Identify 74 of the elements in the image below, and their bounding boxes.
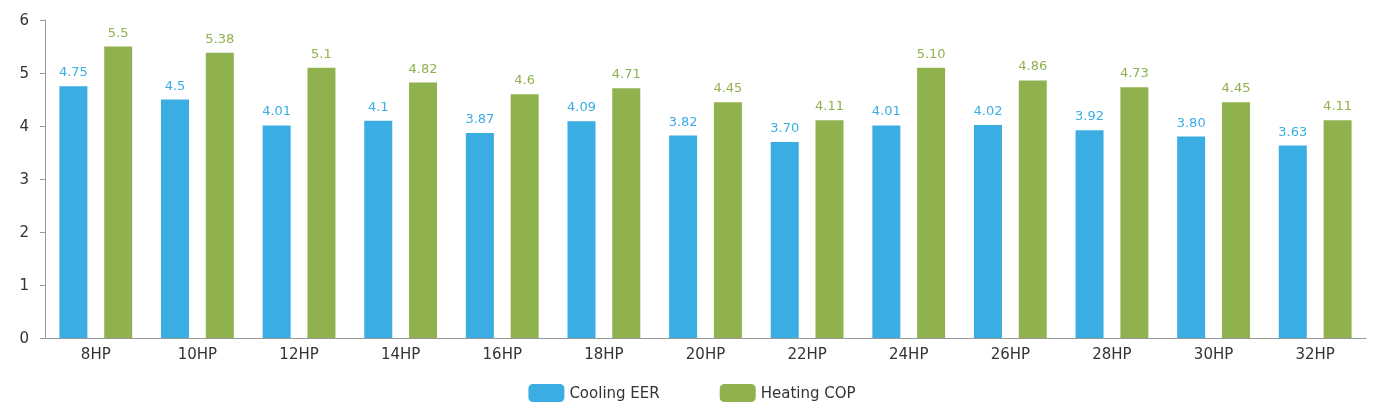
bar	[465, 132, 494, 338]
data-label: 4.86	[1018, 58, 1048, 74]
bar	[59, 86, 88, 338]
x-tick-label: 22HP	[787, 344, 827, 363]
x-tick-label: 8HP	[80, 344, 111, 363]
data-label: 3.63	[1278, 123, 1308, 139]
data-label: 4.02	[973, 102, 1003, 118]
x-tick-label: 18HP	[584, 344, 624, 363]
bar	[1221, 102, 1250, 338]
y-tick-label: 3	[19, 170, 29, 188]
bar	[1075, 130, 1104, 338]
bar	[1120, 87, 1149, 338]
data-label: 4.75	[58, 64, 88, 80]
data-label: 4.5	[164, 77, 186, 93]
bar	[104, 46, 133, 338]
x-tick-label: 20HP	[685, 344, 726, 363]
data-label: 4.11	[1323, 98, 1353, 114]
data-label: 4.73	[1119, 65, 1149, 81]
bar	[1278, 145, 1307, 338]
data-label: 5.38	[205, 30, 235, 46]
data-label: 4.82	[408, 60, 438, 76]
bar	[917, 67, 946, 338]
data-label: 3.87	[465, 110, 495, 126]
bar	[364, 120, 393, 338]
data-label: 4.1	[367, 98, 389, 114]
bar	[510, 94, 539, 338]
data-label: 3.92	[1075, 108, 1105, 124]
bar	[612, 88, 641, 338]
data-label: 4.01	[262, 103, 292, 119]
legend-label: Cooling EER	[569, 384, 660, 402]
bar	[567, 121, 596, 338]
bar	[815, 120, 844, 338]
bar	[161, 99, 190, 338]
data-label: 4.6	[514, 72, 536, 88]
x-tick-label: 24HP	[889, 344, 929, 363]
y-tick-label: 0	[19, 329, 29, 347]
data-label: 5.10	[916, 45, 946, 61]
x-tick-label: 14HP	[380, 344, 421, 363]
y-tick-label: 1	[19, 276, 29, 294]
bar	[307, 67, 336, 338]
data-label: 3.80	[1176, 114, 1206, 130]
bar	[770, 141, 799, 338]
x-tick-label: 26HP	[990, 344, 1031, 363]
bar	[1323, 120, 1352, 338]
data-label: 4.45	[1221, 80, 1251, 96]
data-label: 4.01	[871, 103, 901, 119]
y-tick-label: 6	[19, 11, 29, 29]
bar	[713, 102, 742, 338]
data-label: 5.5	[107, 24, 129, 40]
bar	[872, 125, 901, 338]
y-tick-label: 2	[19, 223, 29, 241]
bar	[205, 52, 234, 338]
data-label: 4.71	[611, 66, 641, 82]
bar	[1177, 136, 1206, 338]
x-tick-label: 32HP	[1295, 344, 1335, 363]
bar	[973, 124, 1002, 338]
data-label: 4.45	[713, 80, 743, 96]
x-tick-label: 12HP	[279, 344, 319, 363]
data-label: 5.1	[311, 45, 332, 61]
bar	[669, 135, 698, 338]
y-tick-label: 5	[19, 64, 29, 82]
bar	[262, 125, 291, 338]
x-tick-label: 28HP	[1092, 344, 1132, 363]
y-tick-label: 4	[19, 117, 29, 135]
x-tick-label: 16HP	[482, 344, 522, 363]
data-label: 4.09	[567, 99, 596, 115]
bar	[1018, 80, 1047, 338]
x-tick-label: 30HP	[1193, 344, 1234, 363]
data-label: 4.11	[815, 98, 844, 114]
legend-label: Heating COP	[760, 384, 856, 402]
data-label: 3.70	[770, 119, 800, 135]
x-tick-label: 10HP	[177, 344, 218, 363]
data-label: 3.82	[668, 113, 698, 129]
bar	[409, 82, 438, 338]
